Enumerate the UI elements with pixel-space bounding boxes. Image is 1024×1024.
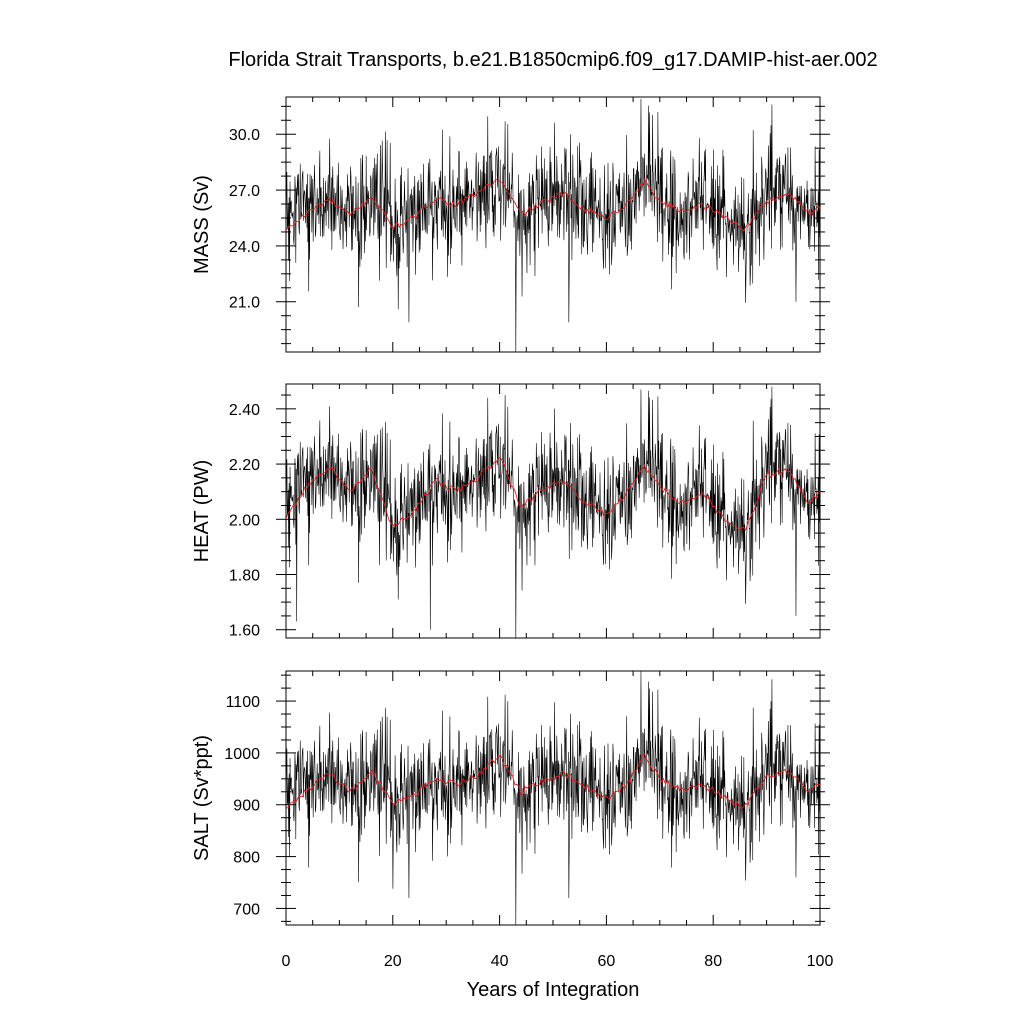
salt-panel: 700 800 900 1000 1100 SALT (Sv*ppt) bbox=[191, 670, 830, 926]
heat-y-axis-title: HEAT (PW) bbox=[191, 460, 213, 563]
salt-smoothed-series bbox=[286, 753, 820, 809]
y-tick-label: 1.80 bbox=[229, 568, 260, 585]
y-tick-label: 700 bbox=[233, 901, 260, 918]
salt-y-axis-title: SALT (Sv*ppt) bbox=[191, 735, 213, 861]
x-tick-label: 80 bbox=[704, 953, 722, 970]
x-tick-label: 100 bbox=[807, 953, 834, 970]
heat-panel: 1.60 1.80 2.00 2.20 2.40 HEAT (PW) bbox=[191, 383, 830, 640]
x-tick-label: 60 bbox=[598, 953, 616, 970]
y-tick-label: 2.40 bbox=[229, 402, 260, 419]
y-tick-label: 1100 bbox=[226, 694, 261, 711]
y-tick-label: 24.0 bbox=[229, 239, 260, 256]
y-tick-label: 1000 bbox=[224, 746, 260, 763]
heat-monthly-series bbox=[286, 386, 820, 638]
y-tick-label: 900 bbox=[233, 798, 260, 815]
heat-smoothed-series bbox=[286, 457, 820, 531]
x-tick-label: 0 bbox=[282, 953, 291, 970]
x-tick-label: 40 bbox=[491, 953, 509, 970]
y-tick-label: 30.0 bbox=[229, 127, 260, 144]
y-tick-label: 21.0 bbox=[229, 295, 260, 312]
mass-monthly-series bbox=[286, 98, 820, 352]
salt-monthly-series bbox=[286, 671, 820, 925]
x-axis-title: Years of Integration bbox=[467, 979, 640, 1001]
y-tick-label: 2.00 bbox=[229, 512, 260, 529]
y-tick-label: 1.60 bbox=[229, 623, 260, 640]
y-tick-label: 800 bbox=[233, 850, 260, 867]
mass-y-axis-title: MASS (Sv) bbox=[191, 175, 213, 274]
y-tick-label: 2.20 bbox=[229, 457, 260, 474]
chart-title: Florida Strait Transports, b.e21.B1850cm… bbox=[228, 49, 877, 71]
mass-panel: 21.0 24.0 27.0 30.0 MASS (Sv) bbox=[191, 96, 830, 353]
mass-smoothed-series bbox=[286, 178, 820, 232]
x-tick-label: 20 bbox=[384, 953, 402, 970]
x-tick-labels: 0 20 40 60 80 100 bbox=[282, 953, 834, 970]
y-tick-label: 27.0 bbox=[229, 183, 260, 200]
